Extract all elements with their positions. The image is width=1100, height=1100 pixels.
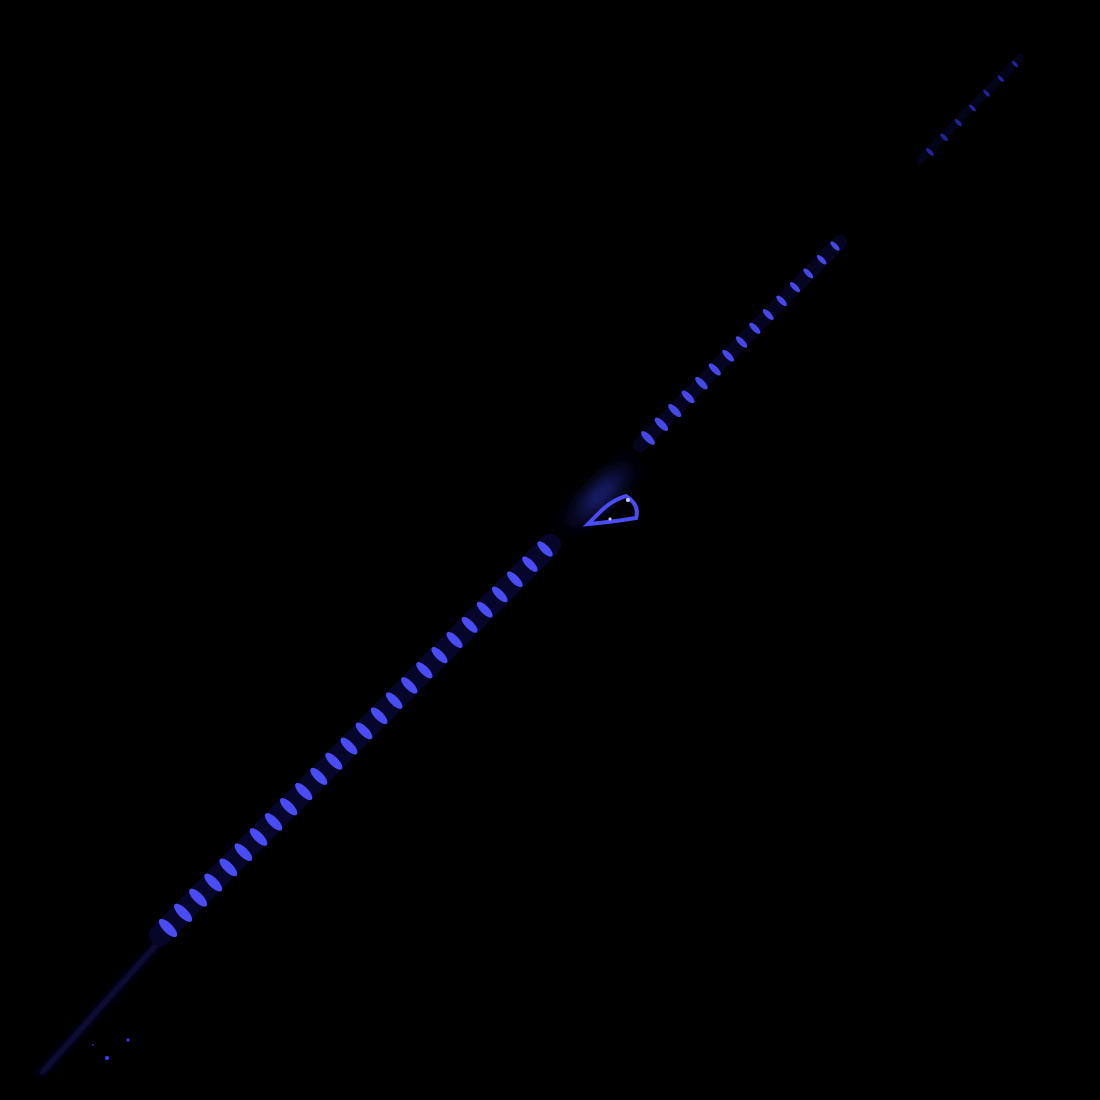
wrap-stripe	[476, 601, 493, 618]
wrap-stripe	[983, 90, 990, 97]
wrap-stripe	[340, 737, 358, 755]
wrap-stripe	[969, 104, 976, 112]
wrap-stripe	[816, 254, 827, 265]
wrap-stripe	[749, 322, 761, 334]
wrap-stripe	[940, 133, 948, 142]
wrap-stripe	[491, 586, 508, 603]
wrap-stripe	[722, 349, 735, 362]
wrap-stripe	[416, 662, 433, 679]
wrap-stripe	[295, 782, 313, 801]
wrap-stripe	[522, 556, 538, 572]
wrap-stripe	[461, 616, 478, 633]
wrap-stripe	[762, 309, 774, 320]
guide-highlight	[608, 517, 612, 521]
wrap-stripe	[708, 363, 721, 376]
wrap-stripe	[234, 843, 253, 862]
wrap-stripe	[668, 404, 682, 418]
wrap-stripe	[507, 571, 523, 588]
wrap-stripe	[997, 75, 1005, 82]
wrap-stripe	[249, 828, 268, 846]
wrap-stripe	[735, 336, 748, 348]
wrap-stripe	[174, 903, 193, 922]
wrap-stripe	[385, 692, 403, 709]
wrap-stripe	[189, 888, 208, 907]
wrap-stripe	[789, 282, 800, 293]
wrap-stripe	[264, 813, 283, 831]
wrap-stripe	[695, 376, 708, 390]
wrap-stripe	[803, 268, 814, 279]
wrap-stripe	[537, 541, 553, 557]
wrap-stripe	[158, 918, 178, 938]
wrap-stripe	[401, 677, 418, 694]
wrap-stripe	[370, 707, 388, 725]
wrap-stripe	[279, 798, 298, 816]
thread-wraps	[158, 60, 1019, 938]
wrap-stripe	[830, 241, 840, 251]
wrap-stripe	[355, 722, 373, 740]
wrap-stripe	[310, 767, 328, 785]
wrap-stripe	[954, 119, 962, 127]
rod-butt-section	[37, 933, 168, 1077]
wrap-stripe	[325, 752, 343, 770]
guide-glow	[559, 454, 641, 536]
rod-blank-tip	[916, 54, 1024, 164]
rod-guide	[582, 493, 639, 527]
fishing-rod	[37, 54, 1024, 1077]
guide-highlight	[626, 498, 630, 502]
wrap-stripe	[431, 647, 448, 664]
wrap-stripe	[1011, 60, 1019, 68]
wrap-stripe	[654, 417, 669, 431]
wrap-stripe	[926, 148, 934, 156]
guide-frame	[582, 493, 639, 527]
reel-seat-reflections	[92, 1038, 130, 1060]
wrap-stripe	[776, 295, 787, 307]
wrap-stripe	[681, 390, 695, 404]
wrap-stripe	[204, 873, 223, 892]
wrap-stripe	[446, 631, 463, 648]
wrap-stripe	[641, 431, 655, 445]
wrap-stripe	[219, 858, 238, 877]
